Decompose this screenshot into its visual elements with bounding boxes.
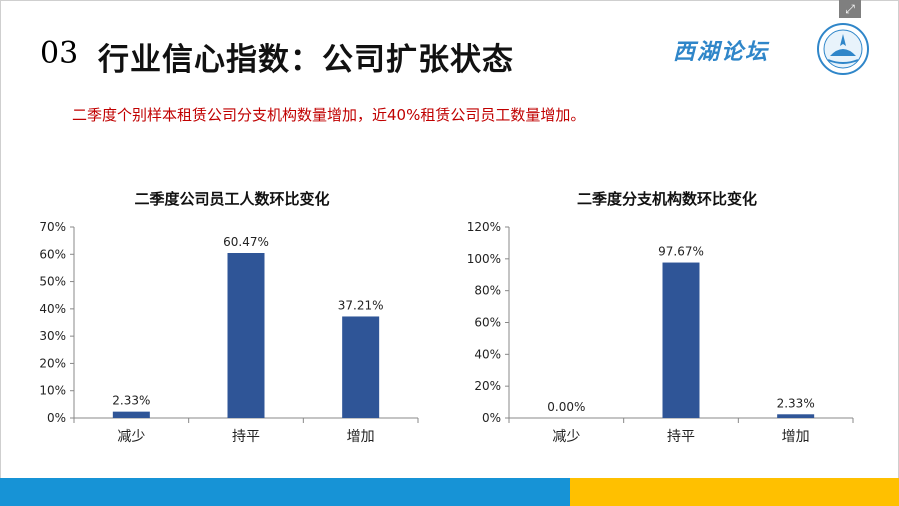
y-tick-label: 20% <box>39 356 66 370</box>
section-number: 03 <box>40 36 79 71</box>
x-tick-label: 持平 <box>667 429 695 445</box>
bar-持平 <box>662 262 700 418</box>
emblem-logo-icon <box>817 23 869 75</box>
x-tick-label: 减少 <box>552 429 580 445</box>
logo-text: 西湖论坛 <box>673 40 770 65</box>
bar-减少 <box>112 411 150 418</box>
footer-band-gold <box>570 478 899 506</box>
y-tick-label: 30% <box>39 329 66 343</box>
chart-employee-change: 二季度公司员工人数环比变化 0% 10% 20% 30% 40% 50% 60% 70% 2.33… <box>39 190 419 445</box>
data-label: 97.67% <box>658 245 704 259</box>
x-tick-label: 持平 <box>232 429 260 445</box>
y-tick-label: 120% <box>467 220 501 234</box>
data-label: 0.00% <box>547 400 585 414</box>
data-label: 37.21% <box>338 298 384 312</box>
y-tick-label: 50% <box>39 275 66 289</box>
bar-增加 <box>342 316 380 418</box>
y-tick-label: 40% <box>39 302 66 316</box>
x-tick-label: 增加 <box>347 429 375 445</box>
y-tick-label: 100% <box>467 252 501 266</box>
y-tick-label: 0% <box>482 411 501 425</box>
x-tick-label: 减少 <box>117 429 145 445</box>
chart-title: 二季度公司员工人数环比变化 <box>134 190 329 208</box>
y-tick-label: 70% <box>39 220 66 234</box>
y-tick-label: 10% <box>39 384 66 398</box>
x-tick-label: 增加 <box>782 429 810 445</box>
data-label: 2.33% <box>112 394 150 408</box>
y-tick-label: 80% <box>474 284 501 298</box>
summary-text: 二季度个别样本租赁公司分支机构数量增加，近40%租赁公司员工数量增加。 <box>72 106 586 124</box>
chart-title: 二季度分支机构数环比变化 <box>577 190 757 208</box>
y-tick-label: 0% <box>47 411 66 425</box>
y-tick-label: 60% <box>39 247 66 261</box>
expand-icon[interactable]: ⤢ <box>839 0 861 18</box>
y-tick-label: 60% <box>474 316 501 330</box>
chart-branch-change: 二季度分支机构数环比变化 0% 20% 40% 60% 80% 100% 120% 0.00% 减… <box>467 190 854 445</box>
footer-band-blue <box>0 478 570 506</box>
page-title: 行业信心指数：公司扩张状态 <box>98 42 514 78</box>
data-label: 2.33% <box>777 396 815 410</box>
bar-增加 <box>777 414 815 418</box>
y-tick-label: 40% <box>474 347 501 361</box>
bar-持平 <box>227 253 265 418</box>
y-tick-label: 20% <box>474 379 501 393</box>
data-label: 60.47% <box>223 235 269 249</box>
